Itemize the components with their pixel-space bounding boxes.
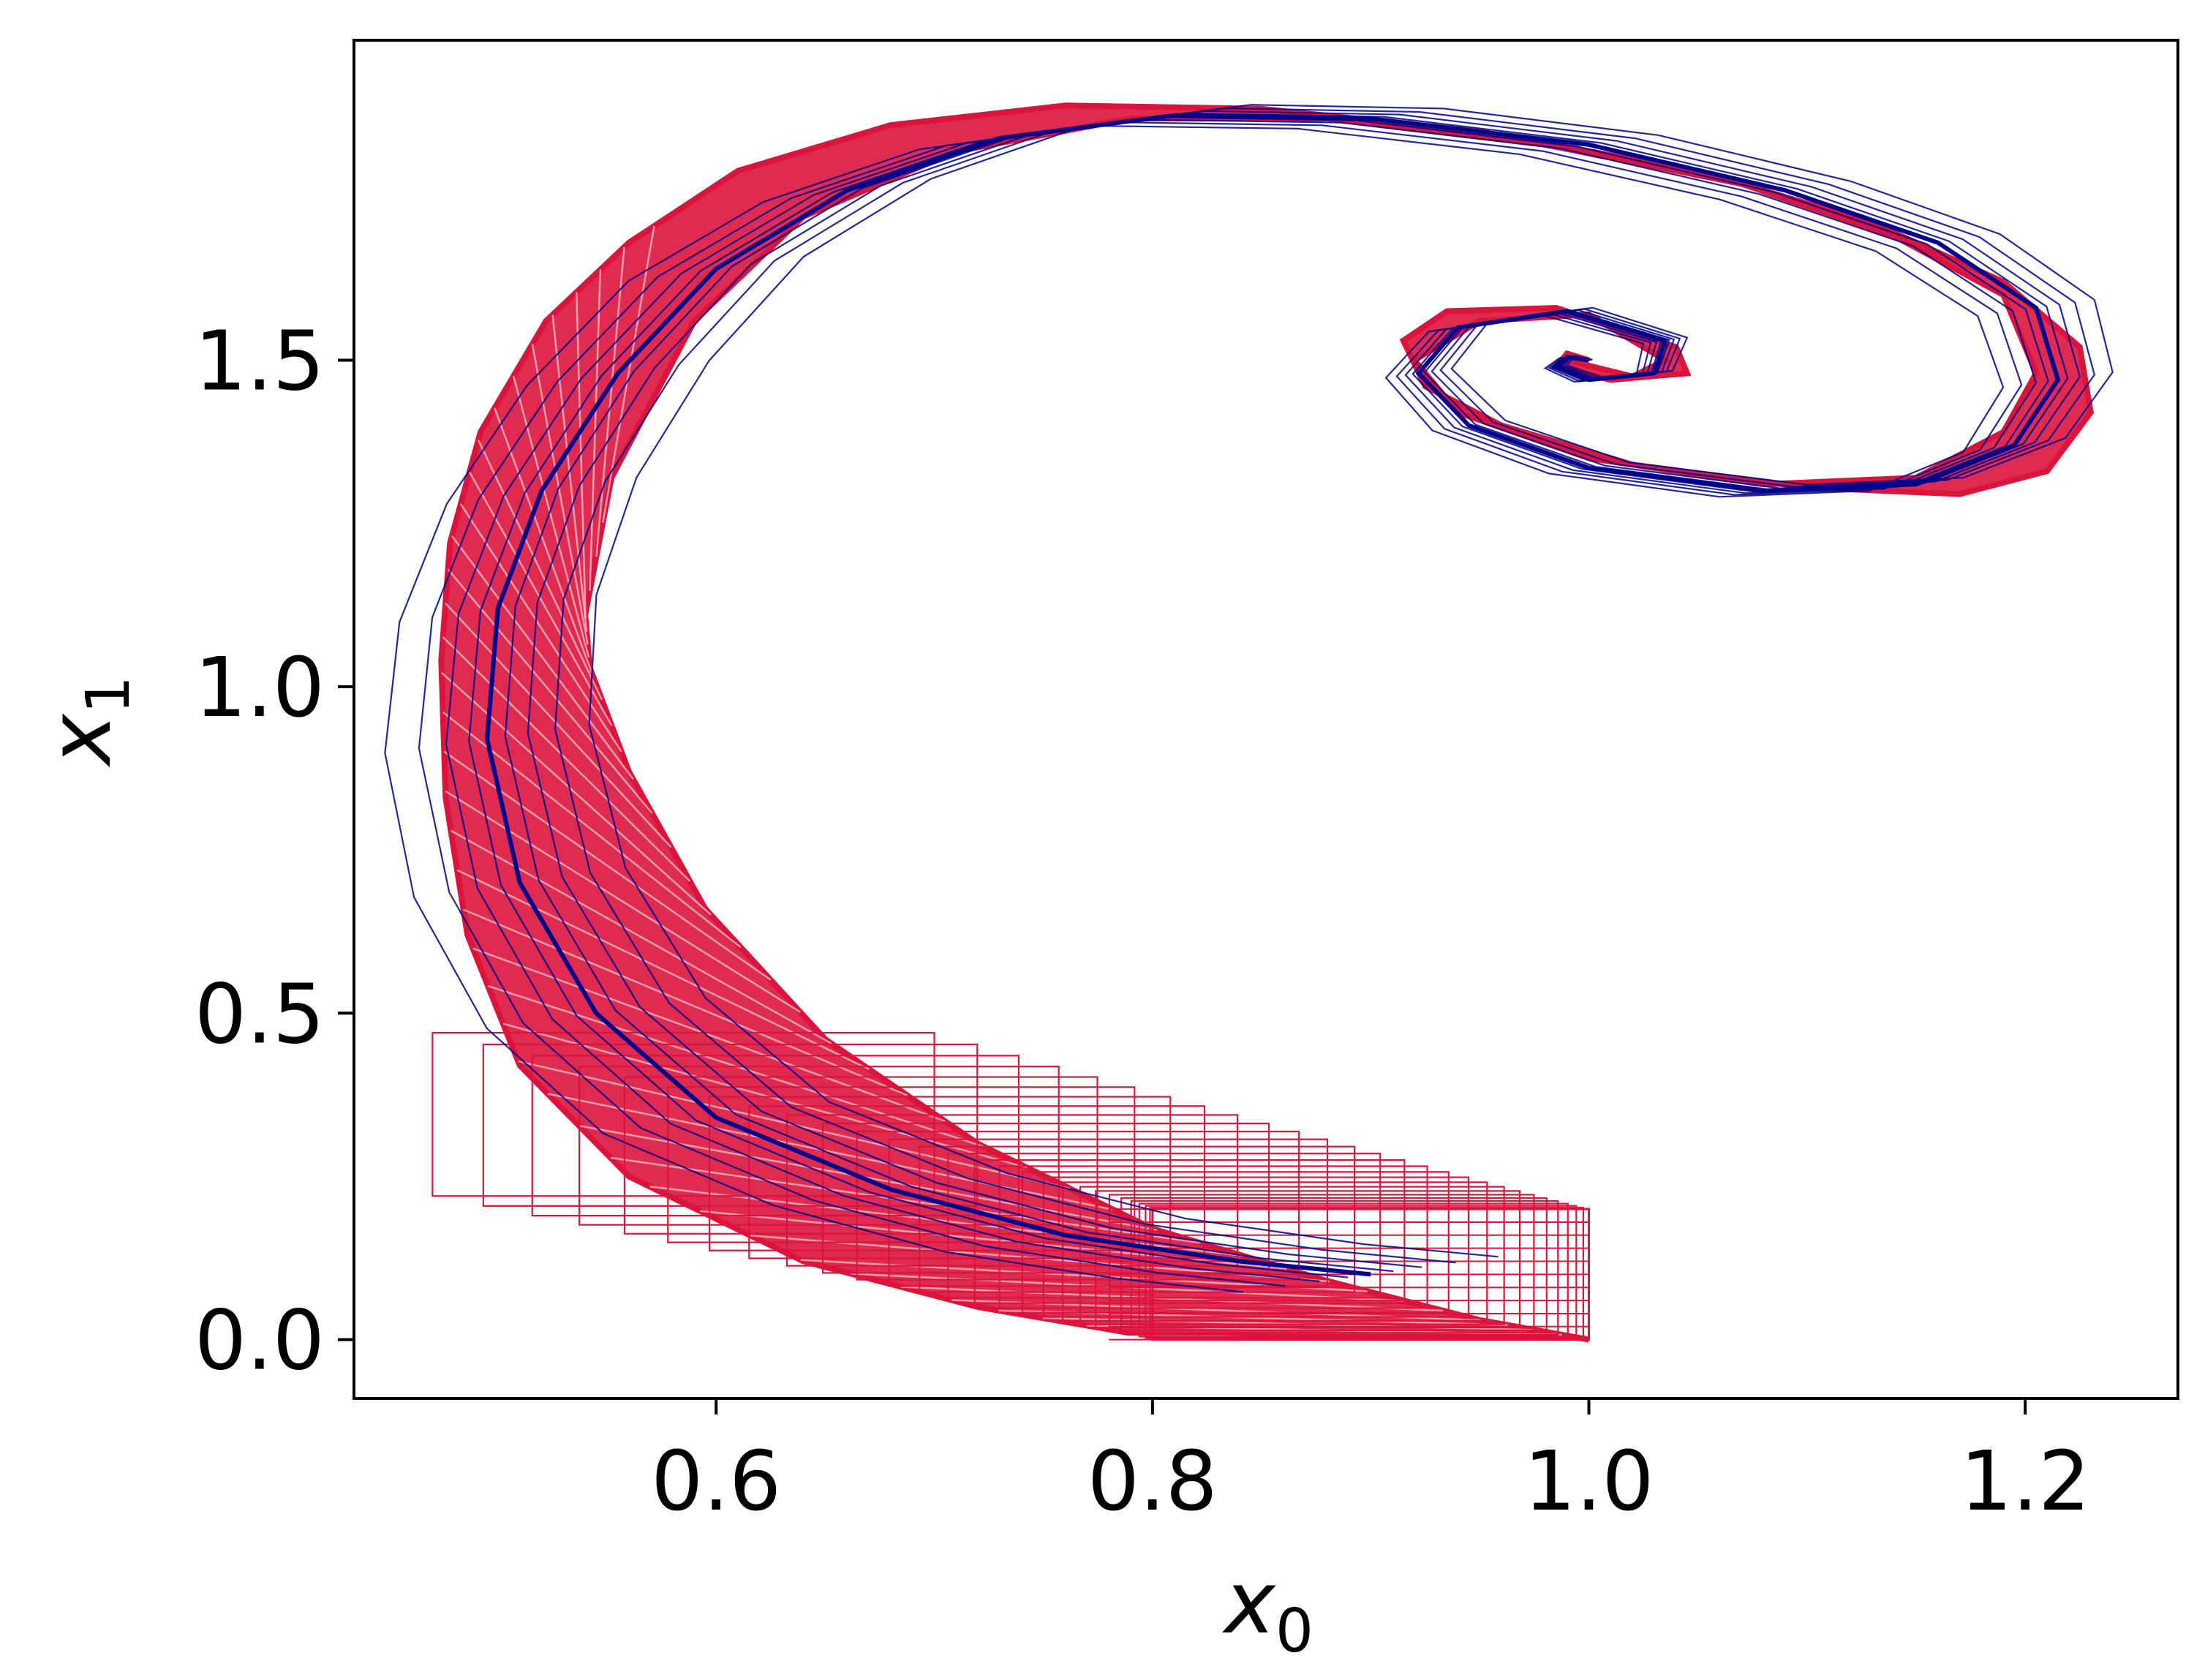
plot-area: [384, 102, 2114, 1343]
grid-box: [785, 1114, 1239, 1267]
x-axis: 0.6 0.8 1.0 1.2: [651, 1398, 2090, 1529]
grid-box: [1145, 1205, 1578, 1339]
mesh-gap-line: [463, 908, 908, 1096]
x-tick-label: 1.0: [1523, 1434, 1654, 1529]
mesh-gap-line: [502, 1022, 1028, 1169]
mesh-gap-line: [472, 947, 946, 1123]
envelope-band: [440, 104, 2092, 1341]
mesh-gap-line: [445, 790, 801, 1013]
mesh-gap-line: [595, 246, 625, 557]
trajectory-line: [588, 104, 2114, 1258]
mesh-gap-line: [456, 869, 870, 1071]
mesh-gap-line: [445, 602, 672, 848]
grid-box: [431, 1031, 935, 1197]
trajectory-line: [527, 110, 2081, 1268]
grid-box: [888, 1138, 1329, 1287]
grid-box: [1062, 1181, 1488, 1322]
y-axis: 0.0 0.5 1.0 1.5: [195, 314, 354, 1389]
trajectory-line: [418, 121, 2023, 1287]
envelope-outer-edge: [438, 102, 2094, 1336]
trajectory-bundle: [384, 104, 2114, 1293]
x-tick-label: 0.6: [651, 1434, 781, 1529]
x-axis-label: x0: [1221, 1552, 1313, 1666]
y-tick-label: 0.5: [195, 967, 325, 1062]
mesh-gap-line: [459, 503, 622, 753]
mesh-gap-line: [602, 225, 655, 523]
mesh-gap-line: [442, 636, 691, 882]
mesh-gap-line: [512, 375, 590, 658]
x-tick-label: 1.2: [1960, 1434, 2090, 1529]
grid-box: [973, 1159, 1406, 1304]
y-axis-label: x1: [29, 676, 143, 768]
mesh-gap-line: [441, 671, 712, 916]
grid-box: [482, 1043, 979, 1207]
y-tick-label: 1.0: [195, 641, 325, 736]
reachable-set-envelope: [438, 102, 2094, 1343]
trajectory-line: [384, 124, 2005, 1293]
x-tick-label: 0.8: [1088, 1434, 1218, 1529]
initial-box-grid: [431, 1031, 1591, 1341]
mesh-gap-line: [700, 1210, 1287, 1270]
y-tick-label: 0.0: [195, 1294, 325, 1389]
mesh-gap-line: [901, 1286, 1444, 1312]
trajectory-line: [554, 107, 2095, 1264]
mesh-gap-line: [575, 292, 587, 619]
grid-box: [821, 1122, 1270, 1274]
mesh-gap-line: [468, 471, 613, 726]
mesh-gap-line: [531, 344, 589, 645]
grid-box: [623, 1076, 1098, 1235]
trajectory-line: [445, 118, 2038, 1283]
central-trajectory: [484, 113, 2061, 1277]
mesh-gap-line: [477, 440, 603, 701]
grid-box: [1095, 1190, 1521, 1329]
grid-box: [1079, 1186, 1505, 1325]
grid-box: [578, 1066, 1060, 1226]
mesh-gap-line: [447, 568, 653, 814]
grid-box: [531, 1055, 1020, 1217]
grid-box: [667, 1086, 1136, 1243]
grid-box: [919, 1145, 1356, 1293]
mesh-gap-line: [451, 535, 634, 780]
mesh-gap-line: [551, 314, 588, 632]
grid-box: [1042, 1176, 1470, 1318]
mesh-gap-line: [442, 711, 742, 949]
y-tick-label: 1.5: [195, 314, 325, 409]
axes-frame: [353, 39, 2179, 1400]
grid-box: [1108, 1194, 1535, 1331]
